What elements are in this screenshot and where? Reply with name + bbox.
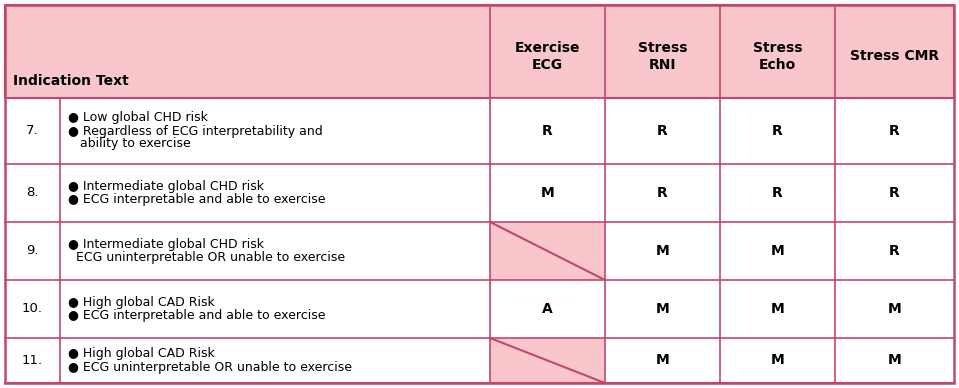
Text: M: M xyxy=(656,302,669,316)
Text: 9.: 9. xyxy=(26,244,38,258)
Text: Stress CMR: Stress CMR xyxy=(850,50,939,64)
Text: Stress
RNI: Stress RNI xyxy=(638,41,688,72)
Text: Stress
Echo: Stress Echo xyxy=(753,41,803,72)
Text: 10.: 10. xyxy=(22,303,43,315)
Text: ● ECG interpretable and able to exercise: ● ECG interpretable and able to exercise xyxy=(68,193,325,206)
Text: R: R xyxy=(889,186,900,200)
Bar xyxy=(490,98,605,164)
Text: R: R xyxy=(542,124,553,138)
Text: ability to exercise: ability to exercise xyxy=(68,137,191,151)
Text: ● Intermediate global CHD risk: ● Intermediate global CHD risk xyxy=(68,180,264,193)
Text: M: M xyxy=(771,244,784,258)
Text: 7.: 7. xyxy=(26,125,38,137)
Text: M: M xyxy=(771,353,784,367)
Text: ● ECG interpretable and able to exercise: ● ECG interpretable and able to exercise xyxy=(68,309,325,322)
Text: M: M xyxy=(541,186,554,200)
Text: R: R xyxy=(657,186,667,200)
Text: A: A xyxy=(542,302,553,316)
Bar xyxy=(490,222,605,280)
Text: R: R xyxy=(772,124,783,138)
Text: R: R xyxy=(657,124,667,138)
Bar xyxy=(5,98,954,383)
Text: M: M xyxy=(656,353,669,367)
Bar xyxy=(490,338,605,383)
Text: ● High global CAD Risk: ● High global CAD Risk xyxy=(68,348,215,360)
Bar xyxy=(5,5,954,98)
Text: 11.: 11. xyxy=(22,354,43,367)
Text: R: R xyxy=(889,124,900,138)
Text: R: R xyxy=(889,244,900,258)
Text: ECG uninterpretable OR unable to exercise: ECG uninterpretable OR unable to exercis… xyxy=(68,251,345,264)
Bar xyxy=(490,164,605,222)
Text: M: M xyxy=(656,244,669,258)
Text: R: R xyxy=(772,186,783,200)
Bar xyxy=(490,280,605,338)
Text: ● High global CAD Risk: ● High global CAD Risk xyxy=(68,296,215,309)
Text: M: M xyxy=(771,302,784,316)
Text: Exercise
ECG: Exercise ECG xyxy=(515,41,580,72)
Text: 8.: 8. xyxy=(26,187,38,199)
Text: M: M xyxy=(888,353,901,367)
Text: ● Regardless of ECG interpretability and: ● Regardless of ECG interpretability and xyxy=(68,125,323,137)
Bar xyxy=(5,5,954,98)
Text: M: M xyxy=(888,302,901,316)
Text: Indication Text: Indication Text xyxy=(13,74,129,88)
Text: ● Intermediate global CHD risk: ● Intermediate global CHD risk xyxy=(68,238,264,251)
Text: ● Low global CHD risk: ● Low global CHD risk xyxy=(68,111,208,125)
Text: ● ECG uninterpretable OR unable to exercise: ● ECG uninterpretable OR unable to exerc… xyxy=(68,360,352,374)
